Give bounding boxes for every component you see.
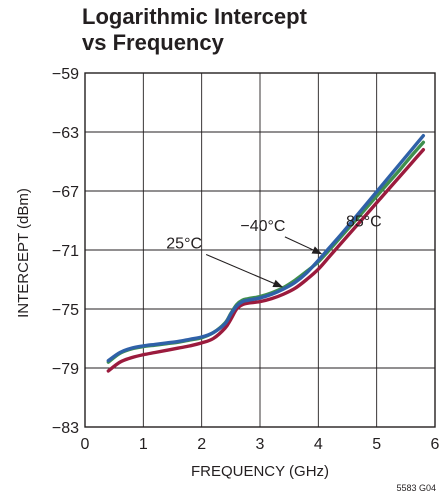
y-tick-label: −75 <box>52 302 79 319</box>
y-tick-label: −71 <box>52 243 79 260</box>
plot-frame <box>84 72 436 428</box>
x-tick-label: 3 <box>256 436 265 453</box>
annotation-arrow <box>205 254 284 288</box>
annotation-label: −40°C <box>240 218 285 235</box>
y-tick-label: −63 <box>52 125 79 142</box>
y-tick-label: −67 <box>52 184 79 201</box>
series-line-0 <box>106 148 426 373</box>
series-line-2 <box>106 133 426 363</box>
annotations: −40°C 25°C 85°C <box>166 213 382 288</box>
x-axis-label: FREQUENCY (GHz) <box>191 463 329 480</box>
tick-labels: 0 1 2 3 4 5 6 −59 −63 −67 −71 −75 −79 −83 <box>52 66 440 453</box>
annotation-arrow <box>284 236 323 255</box>
y-tick-label: −83 <box>52 420 79 437</box>
series-line-1 <box>106 140 426 364</box>
annotation-label: 85°C <box>346 213 382 230</box>
annotation-label: 25°C <box>166 236 202 253</box>
series-lines <box>106 133 426 373</box>
y-tick-label: −59 <box>52 66 79 83</box>
figure-code: 5583 G04 <box>396 483 436 493</box>
x-tick-label: 2 <box>197 436 206 453</box>
y-tick-label: −79 <box>52 361 79 378</box>
x-tick-label: 6 <box>431 436 440 453</box>
x-tick-label: 5 <box>372 436 381 453</box>
y-axis-label: INTERCEPT (dBm) <box>15 188 32 318</box>
x-tick-label: 0 <box>81 436 90 453</box>
x-tick-label: 4 <box>314 436 323 453</box>
x-tick-label: 1 <box>139 436 148 453</box>
chart-title: Logarithmic Intercept vs Frequency <box>82 4 307 55</box>
grid <box>85 73 435 427</box>
